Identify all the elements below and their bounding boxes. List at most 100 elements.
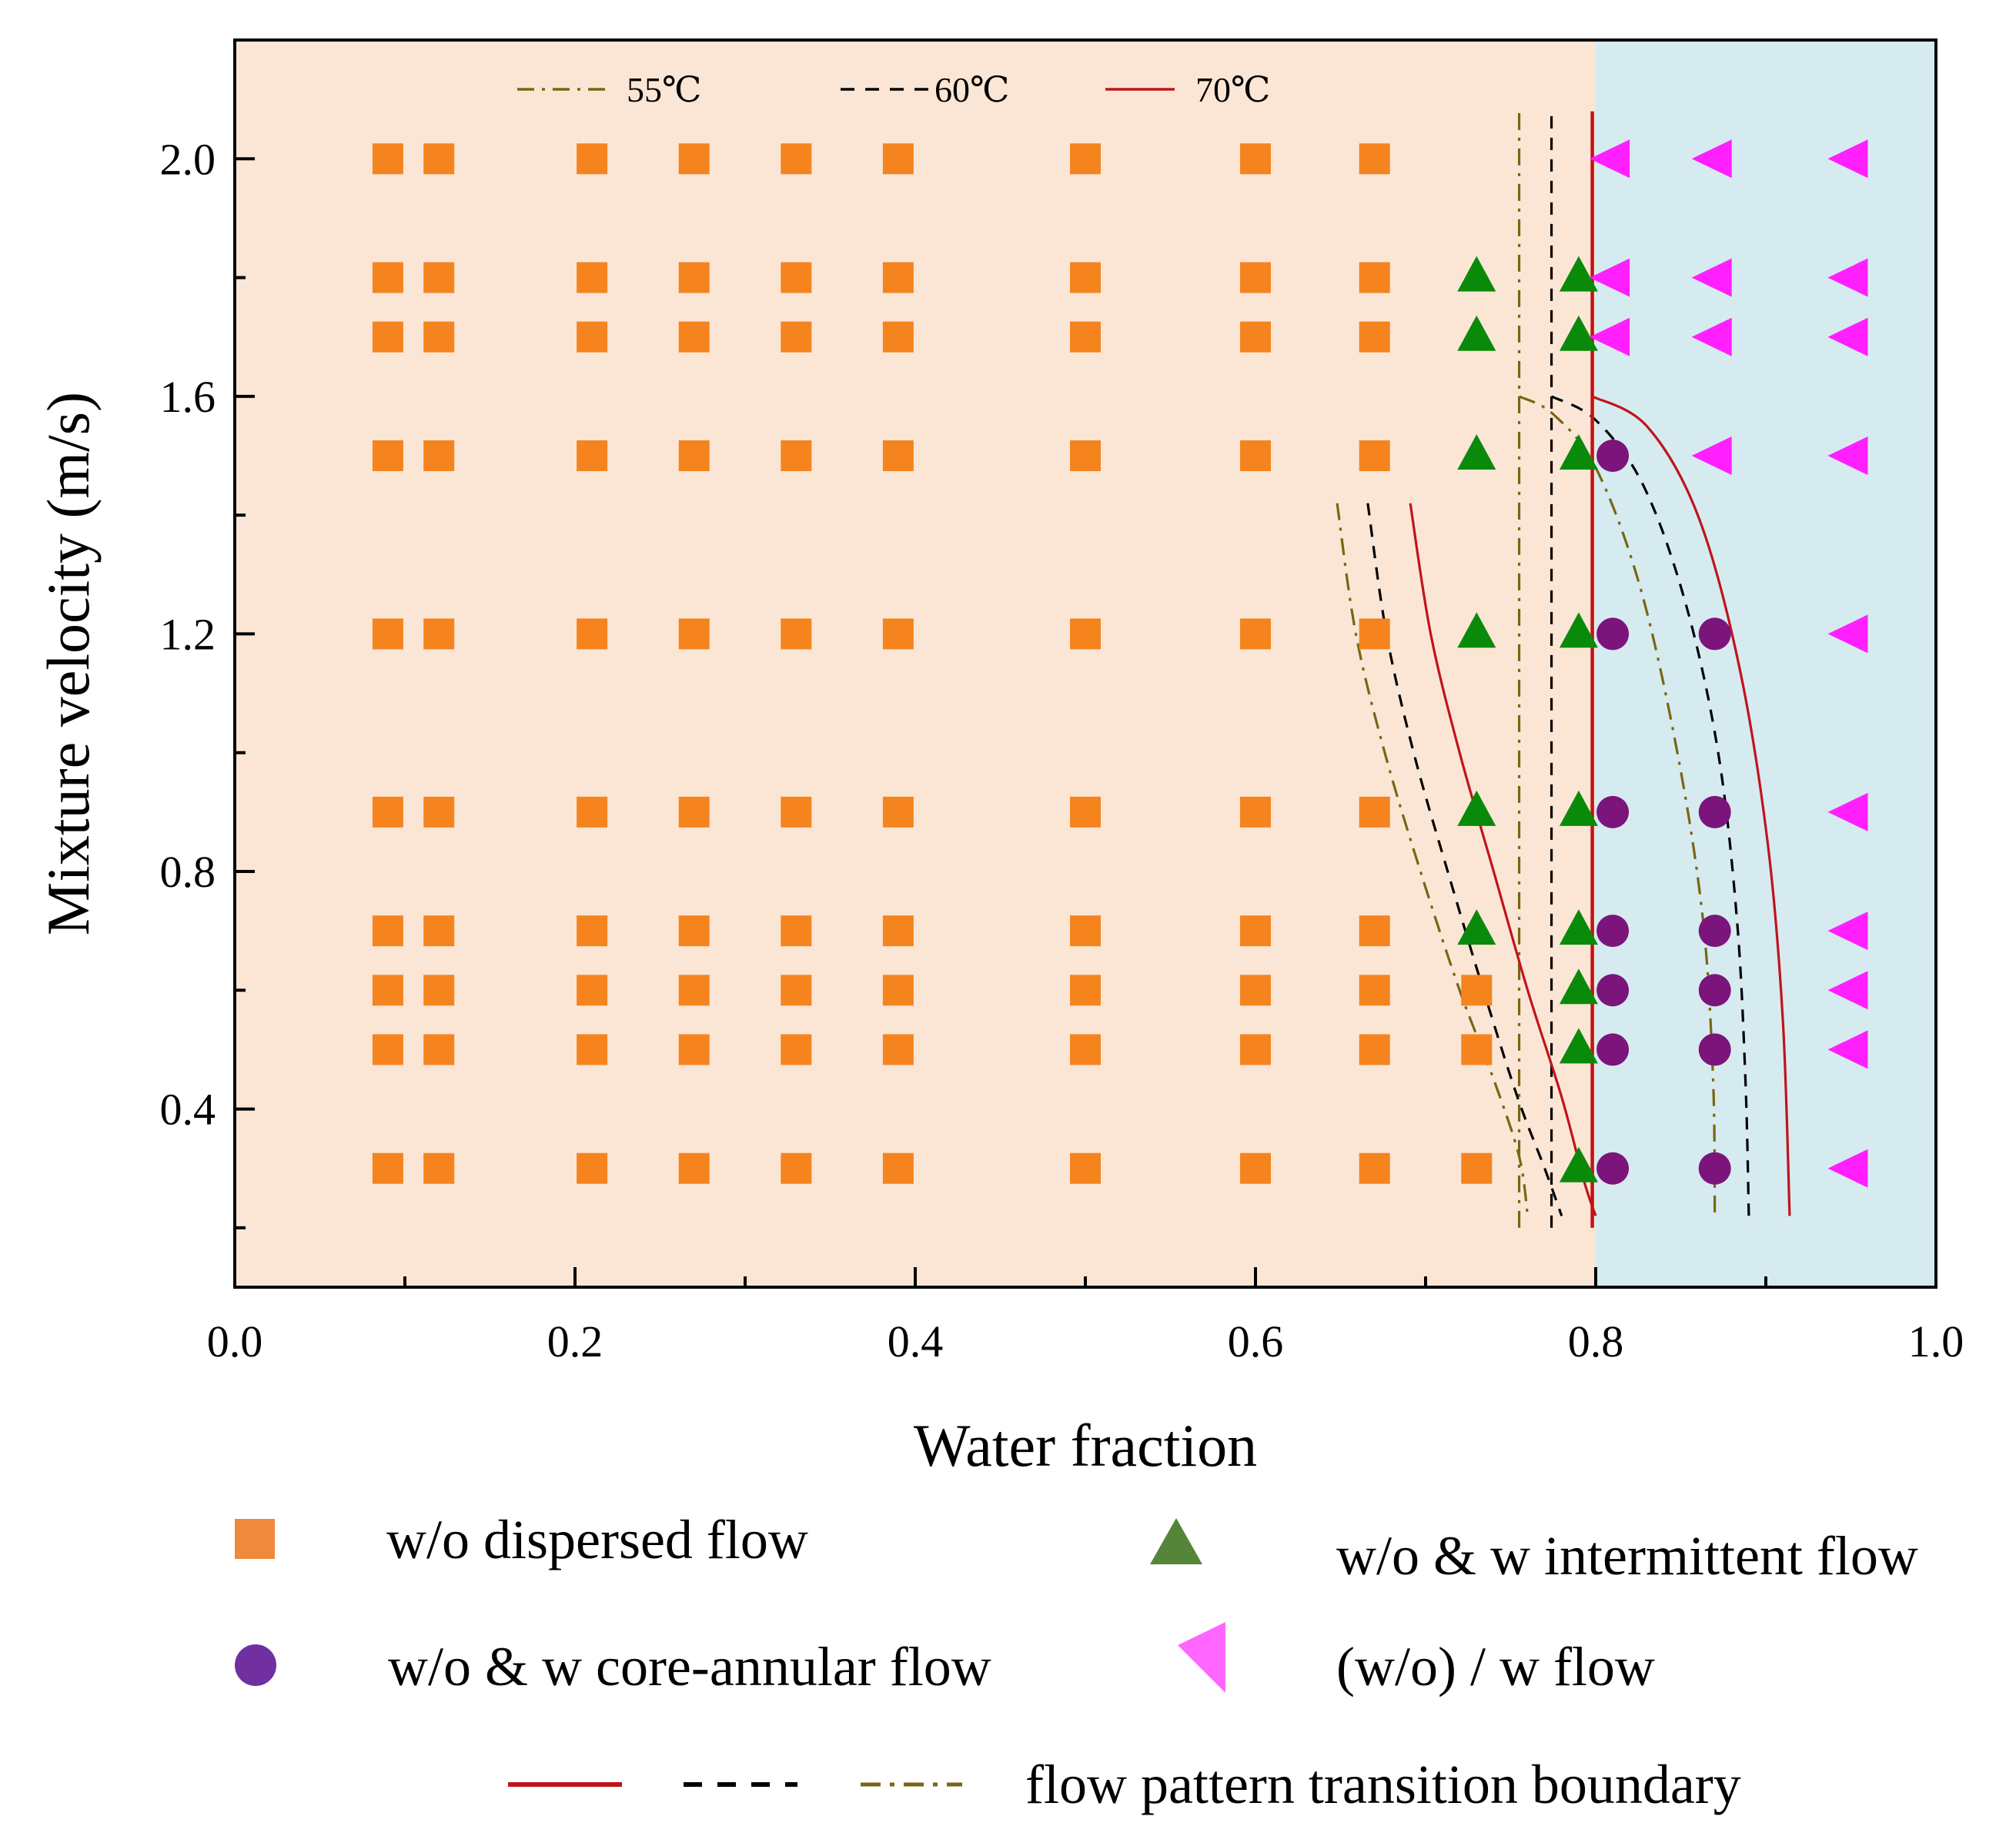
legend-label-core-annular: w/o & w core-annular flow: [388, 1636, 991, 1698]
dispersed-flow-point: [882, 321, 914, 353]
legend-triangle-icon: [1150, 1518, 1202, 1564]
data-points: [372, 139, 1868, 1188]
dispersed-flow-point: [1359, 618, 1390, 650]
water-flow-point: [1590, 317, 1630, 356]
dispersed-flow-point: [577, 1152, 608, 1184]
dispersed-flow-point: [423, 262, 455, 293]
dispersed-flow-point: [1359, 143, 1390, 175]
dispersed-flow-point: [882, 1034, 914, 1065]
dispersed-flow-point: [372, 1152, 403, 1184]
dispersed-flow-point: [678, 618, 710, 650]
intermittent-flow-point: [1559, 1146, 1598, 1182]
y-tick-label: 2.0: [160, 134, 216, 184]
x-axis-title: Water fraction: [914, 1412, 1257, 1479]
dispersed-flow-point: [1240, 262, 1271, 293]
legend-label-intermittent: w/o & w intermittent flow: [1336, 1525, 1918, 1587]
boundary-55℃-0: [1336, 503, 1530, 1216]
dispersed-flow-point: [423, 1034, 455, 1065]
dispersed-flow-point: [1461, 1034, 1493, 1065]
dispersed-flow-point: [372, 1034, 403, 1065]
dispersed-flow-point: [423, 618, 455, 650]
x-tick-label: 0.2: [547, 1316, 603, 1366]
intermittent-flow-point: [1559, 968, 1598, 1005]
dispersed-flow-point: [678, 975, 710, 1006]
water-flow-point: [1827, 1149, 1868, 1188]
dispersed-flow-point: [1070, 262, 1101, 293]
legend-circle-icon: [235, 1644, 276, 1686]
water-flow-point: [1691, 139, 1732, 179]
core-annular-flow-point: [1596, 440, 1630, 472]
intermittent-flow-point: [1559, 1028, 1598, 1064]
dispersed-flow-point: [1070, 1034, 1101, 1065]
dispersed-flow-point: [781, 262, 812, 293]
dispersed-flow-point: [577, 262, 608, 293]
legend-label-70: 70℃: [1195, 70, 1270, 109]
legend-square-icon: [235, 1519, 275, 1559]
x-tick-label: 1.0: [1908, 1316, 1964, 1366]
dispersed-flow-point: [372, 321, 403, 353]
dispersed-flow-point: [1359, 1034, 1390, 1065]
legend-label-boundary: flow pattern transition boundary: [1025, 1754, 1741, 1815]
legend-left-triangle-icon: [1178, 1622, 1225, 1693]
intermittent-flow-point: [1457, 612, 1496, 648]
intermittent-flow-point: [1457, 790, 1496, 826]
core-annular-flow-point: [1596, 795, 1630, 828]
y-tick-label: 0.4: [160, 1085, 216, 1135]
dispersed-flow-point: [1359, 915, 1390, 947]
dispersed-flow-point: [372, 262, 403, 293]
water-flow-point: [1691, 317, 1732, 356]
dispersed-flow-point: [1359, 262, 1390, 293]
dispersed-flow-point: [423, 915, 455, 947]
core-annular-flow-point: [1596, 915, 1630, 948]
core-annular-flow-point: [1698, 915, 1731, 948]
core-annular-flow-point: [1698, 1033, 1731, 1066]
core-annular-flow-point: [1596, 617, 1630, 651]
dispersed-flow-point: [423, 975, 455, 1006]
dispersed-flow-point: [1240, 975, 1271, 1006]
dispersed-flow-point: [1070, 915, 1101, 947]
dispersed-flow-point: [781, 321, 812, 353]
intermittent-flow-point: [1559, 909, 1598, 945]
dispersed-flow-point: [423, 796, 455, 828]
dispersed-flow-point: [372, 975, 403, 1006]
dispersed-flow-point: [781, 1034, 812, 1065]
dispersed-flow-point: [423, 1152, 455, 1184]
region-1: [1596, 40, 1936, 1287]
dispersed-flow-point: [678, 915, 710, 947]
x-tick-label: 0.0: [207, 1316, 263, 1366]
dispersed-flow-point: [372, 440, 403, 471]
dispersed-flow-point: [882, 975, 914, 1006]
intermittent-flow-point: [1457, 434, 1496, 470]
dispersed-flow-point: [1070, 975, 1101, 1006]
dispersed-flow-point: [1240, 796, 1271, 828]
dispersed-flow-point: [372, 618, 403, 650]
dispersed-flow-point: [1359, 975, 1390, 1006]
dispersed-flow-point: [577, 975, 608, 1006]
water-flow-point: [1827, 911, 1868, 951]
legend-label-dispersed: w/o dispersed flow: [386, 1509, 808, 1570]
dispersed-flow-point: [1461, 975, 1493, 1006]
intermittent-flow-point: [1559, 434, 1598, 470]
dispersed-flow-point: [423, 143, 455, 175]
dispersed-flow-point: [1070, 440, 1101, 471]
dispersed-flow-point: [781, 915, 812, 947]
core-annular-flow-point: [1596, 974, 1630, 1007]
y-axis-title: Mixture velocity (m/s): [35, 392, 102, 935]
core-annular-flow-point: [1698, 795, 1731, 828]
y-tick-label: 0.8: [160, 847, 216, 897]
dispersed-flow-point: [372, 143, 403, 175]
legend-label-water-flow: (w/o) / w flow: [1336, 1636, 1655, 1698]
dispersed-flow-point: [1240, 618, 1271, 650]
dispersed-flow-point: [372, 796, 403, 828]
core-annular-flow-point: [1596, 1152, 1630, 1185]
boundary-70℃-2: [1591, 395, 1791, 1216]
dispersed-flow-point: [372, 915, 403, 947]
core-annular-flow-point: [1596, 1033, 1630, 1066]
dispersed-flow-point: [577, 143, 608, 175]
dispersed-flow-point: [423, 321, 455, 353]
dispersed-flow-point: [1240, 1152, 1271, 1184]
dispersed-flow-point: [1240, 440, 1271, 471]
dispersed-flow-point: [1359, 440, 1390, 471]
dispersed-flow-point: [1359, 1152, 1390, 1184]
